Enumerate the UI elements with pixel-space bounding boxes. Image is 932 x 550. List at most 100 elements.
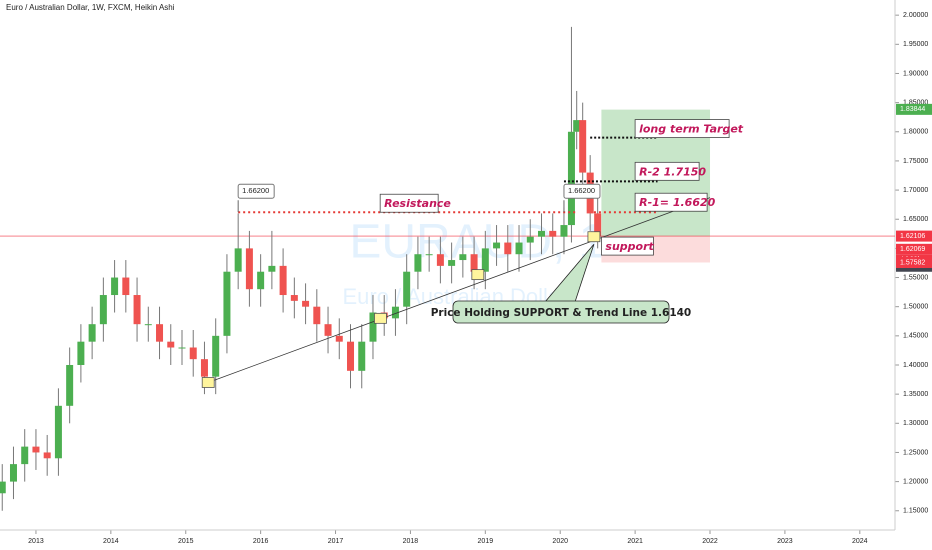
candle-body xyxy=(358,341,366,371)
candle-body xyxy=(156,324,164,342)
y-tick-label: 1.95000 xyxy=(903,41,928,48)
candle-body xyxy=(257,271,265,290)
candle-body xyxy=(573,120,581,132)
candle-body xyxy=(369,312,377,342)
candle-body xyxy=(122,277,130,296)
note-box xyxy=(452,300,670,324)
x-tick-label: 2024 xyxy=(852,538,868,545)
x-tick-label: 2017 xyxy=(328,538,344,545)
price-tag xyxy=(896,243,932,255)
candle-body xyxy=(436,254,444,266)
candle-body xyxy=(290,295,298,301)
candle-body xyxy=(133,295,141,325)
candle-body xyxy=(560,225,568,237)
resistance-label: Resistance xyxy=(384,197,451,210)
x-tick-label: 2021 xyxy=(627,538,643,545)
candle-body xyxy=(245,248,253,290)
candle-body xyxy=(526,236,534,243)
candle-body xyxy=(313,306,321,325)
candle-body xyxy=(391,306,399,319)
candle-body xyxy=(66,364,74,406)
price-tag xyxy=(896,230,932,242)
touch-point xyxy=(471,269,485,281)
price-tag xyxy=(896,256,932,268)
y-tick-label: 1.50000 xyxy=(903,304,928,311)
candle-body xyxy=(43,452,51,459)
chart-title: Euro / Australian Dollar, 1W, FXCM, Heik… xyxy=(6,3,175,12)
candle-body xyxy=(77,341,85,365)
y-tick-label: 1.85000 xyxy=(903,99,928,106)
candle-body xyxy=(144,324,152,326)
x-tick-label: 2020 xyxy=(552,538,568,545)
x-tick-label: 2013 xyxy=(28,538,44,545)
candle-body xyxy=(200,359,208,377)
candle-body xyxy=(302,300,310,307)
y-tick-label: 1.15000 xyxy=(903,508,928,515)
y-tick-label: 1.40000 xyxy=(903,362,928,369)
touch-point xyxy=(201,377,215,388)
x-tick-label: 2019 xyxy=(478,538,494,545)
x-tick-label: 2016 xyxy=(253,538,269,545)
candle-body xyxy=(347,341,355,371)
candle-body xyxy=(111,277,119,296)
trend-line xyxy=(208,197,711,383)
x-tick-label: 2022 xyxy=(702,538,718,545)
y-tick-label: 1.30000 xyxy=(903,420,928,427)
candle-body xyxy=(481,248,489,272)
callout-box xyxy=(237,183,275,199)
candle-body xyxy=(268,265,276,272)
r2-label-box xyxy=(634,161,700,181)
callout-label: 1.66200 xyxy=(568,186,595,195)
candle-body xyxy=(234,248,242,272)
y-tick-label: 1.65000 xyxy=(903,216,928,223)
price-tag-label: 1.62106 xyxy=(900,233,925,240)
candle-body xyxy=(223,271,231,336)
candle-body xyxy=(425,254,433,256)
candle-body xyxy=(567,131,575,226)
candle-body xyxy=(167,341,175,348)
candle-body xyxy=(335,335,343,342)
y-tick-label: 1.45000 xyxy=(903,333,928,340)
candle-body xyxy=(324,324,332,336)
x-tick-label: 2018 xyxy=(403,538,419,545)
price-tag-label: 1.62069 xyxy=(900,246,925,253)
candle-body xyxy=(448,260,456,266)
candle-body xyxy=(21,446,29,465)
y-tick-label: 1.75000 xyxy=(903,158,928,165)
candle-body xyxy=(54,405,62,459)
candle-body xyxy=(99,295,107,325)
candle-body xyxy=(594,213,602,237)
y-tick-label: 1.25000 xyxy=(903,449,928,456)
y-tick-label: 1.35000 xyxy=(903,391,928,398)
callout-label: 1.66200 xyxy=(242,186,269,195)
y-tick-label: 1.55000 xyxy=(903,274,928,281)
candle-body xyxy=(459,254,467,261)
candle-body xyxy=(579,120,587,173)
candle-body xyxy=(504,242,512,255)
y-tick-label: 1.80000 xyxy=(903,129,928,136)
x-tick-label: 2015 xyxy=(178,538,194,545)
candle-body xyxy=(493,242,501,249)
candle-body xyxy=(470,254,478,272)
y-tick-label: 2.00000 xyxy=(903,12,928,19)
x-tick-label: 2014 xyxy=(103,538,119,545)
r2-label: R-2 1.7150 xyxy=(639,165,706,178)
y-tick-label: 1.90000 xyxy=(903,70,928,77)
target-label: long term Target xyxy=(639,123,744,136)
resistance-label-box xyxy=(379,193,439,213)
candle-body xyxy=(88,324,96,342)
r1-label: R-1= 1.6620 xyxy=(639,196,716,209)
candle-body xyxy=(279,265,287,296)
candle-body xyxy=(549,230,557,237)
y-tick-label: 1.70000 xyxy=(903,187,928,194)
price-tag-label: 1.57582 xyxy=(900,259,925,266)
candle-body xyxy=(537,230,545,237)
price-tag-label: 1.83844 xyxy=(900,106,925,113)
y-tick-label: 1.20000 xyxy=(903,478,928,485)
price-tag xyxy=(896,103,932,115)
touch-point xyxy=(587,231,601,243)
candle-body xyxy=(515,242,523,255)
candle-body xyxy=(414,254,422,272)
